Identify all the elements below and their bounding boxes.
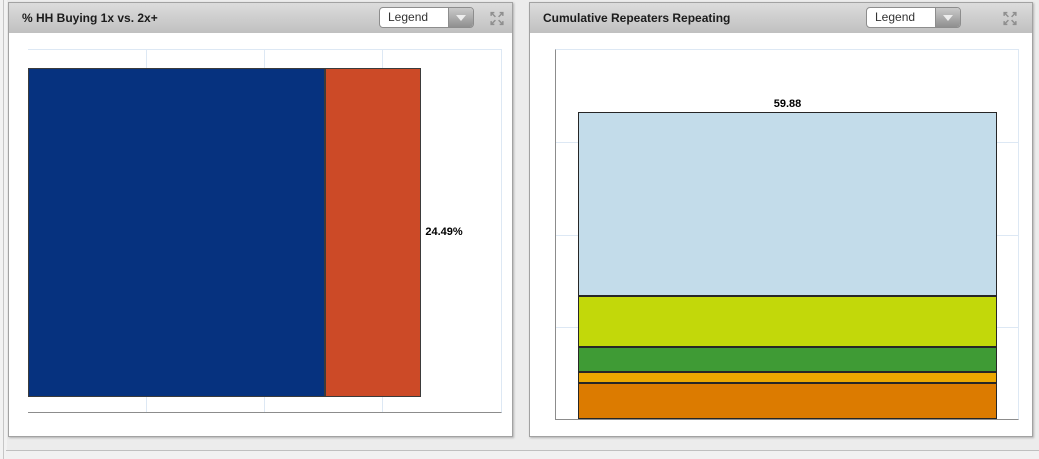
- legend-dropdown-value: Legend: [388, 10, 429, 24]
- chevron-down-icon[interactable]: [448, 8, 473, 27]
- panel-title: Cumulative Repeaters Repeating: [543, 11, 731, 25]
- bar-segment[interactable]: [578, 372, 997, 384]
- bar-segment[interactable]: [28, 68, 325, 397]
- bar-segment[interactable]: [325, 68, 422, 397]
- legend-dropdown-value: Legend: [875, 10, 916, 24]
- next-row-edge: [6, 451, 1039, 459]
- left-divider: [3, 0, 4, 459]
- chevron-down-glyph: [943, 14, 953, 21]
- chevron-down-glyph: [456, 14, 466, 21]
- panel-title: % HH Buying 1x vs. 2x+: [22, 11, 158, 25]
- legend-dropdown[interactable]: Legend: [866, 7, 961, 28]
- maximize-icon[interactable]: [1000, 10, 1020, 27]
- bar-segment[interactable]: [578, 111, 997, 296]
- maximize-icon[interactable]: [487, 10, 507, 27]
- legend-dropdown[interactable]: Legend: [379, 7, 474, 28]
- bar-segment[interactable]: [578, 295, 997, 348]
- section-divider: [6, 450, 1039, 451]
- chart-body: 75.51%24.49%: [9, 33, 512, 436]
- chevron-down-icon[interactable]: [935, 8, 960, 27]
- panel-hh-buying: % HH Buying 1x vs. 2x+ Legend 75.51%24.4…: [8, 2, 513, 437]
- panel-header: Cumulative Repeaters Repeating Legend: [530, 3, 1032, 34]
- data-label: 59.88: [773, 97, 802, 110]
- plot-area: 75.51%24.49%: [28, 49, 502, 413]
- plot-area: 11.563.658.2016.7159.88: [555, 49, 1019, 420]
- data-label: 24.49%: [425, 225, 463, 238]
- bar-segment[interactable]: [578, 347, 997, 373]
- chart-body: 11.563.658.2016.7159.88: [530, 33, 1032, 436]
- panel-cumulative-repeaters: Cumulative Repeaters Repeating Legend 11…: [529, 2, 1033, 437]
- bar-segment[interactable]: [578, 383, 997, 419]
- panel-header: % HH Buying 1x vs. 2x+ Legend: [9, 3, 512, 34]
